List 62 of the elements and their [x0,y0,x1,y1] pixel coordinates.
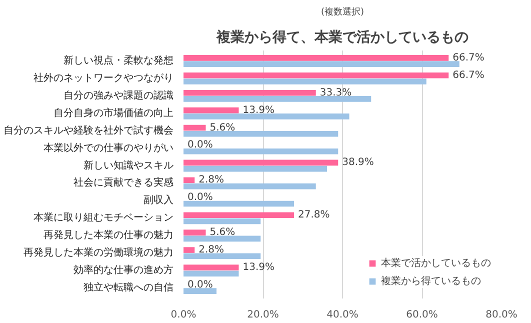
bar [184,160,338,166]
data-label: 13.9% [242,262,275,273]
bar [184,183,316,190]
x-tick-label: 80.0% [486,310,518,320]
bar [184,212,294,218]
x-tick-label: 40.0% [326,310,358,320]
data-label: 0.0% [188,192,213,204]
legend-label: 本業で活かしているもの [381,256,491,270]
bar [184,247,195,253]
bar [184,78,426,84]
x-tick-label: 20.0% [247,310,279,320]
data-label: 0.0% [188,140,213,151]
data-label: 66.7% [452,52,484,64]
y-tick-label: 自分の強みや課題の認識 [64,89,174,102]
data-label: 0.0% [188,279,213,290]
bar [184,124,206,131]
y-tick-label: 自分自身の市場価値の向上 [54,106,174,119]
bar [184,200,294,207]
y-tick-label: 再発見した本業の仕事の魅力 [44,229,174,242]
bar [184,230,206,236]
y-tick-label: 本業に取り組むモチベーション [34,212,174,224]
bar [184,177,195,184]
bar [184,270,239,277]
y-tick-label: 自分のスキルや経験を社外で試す機会 [4,124,174,136]
data-label: 27.8% [298,210,330,221]
bar [184,218,261,224]
bar [184,61,460,67]
data-label: 2.8% [198,174,224,186]
bar [184,130,338,137]
chart-subtitle: (複数選択) [320,6,364,18]
y-tick-label: 効率的な仕事の進め方 [74,264,174,276]
y-tick-label: 本業以外での仕事のやりがい [44,142,174,154]
data-label: 66.7% [452,70,484,81]
data-label: 33.3% [320,87,352,98]
data-label: 13.9% [242,104,275,116]
y-tick-label: 社外のネットワークやつながり [34,72,174,84]
bar [184,114,350,120]
bar [184,72,449,78]
bar [184,148,338,154]
bar [184,166,327,172]
bar [184,107,239,114]
bar [184,236,261,242]
chart-title: 複業から得て、本業で活かしているもの [216,28,468,46]
y-tick-label: 再発見した本業の労働環境の魅力 [24,246,174,259]
data-label: 5.6% [210,122,236,134]
bar [184,55,449,61]
y-tick-label: 新しい知識やスキル [84,159,174,172]
x-tick-label: 0.0% [170,310,196,320]
data-label: 2.8% [198,244,224,256]
data-label: 38.9% [342,157,374,168]
x-tick-label: 60.0% [406,310,438,320]
y-tick-label: 副収入 [144,194,174,206]
bar [184,253,261,260]
y-tick-label: 社会に貢献できる実感 [74,176,174,189]
legend-label: 複業から得ているもの [381,274,481,288]
y-tick-label: 新しい視点・柔軟な発想 [64,54,174,66]
bar [184,96,372,102]
data-label: 5.6% [210,227,236,238]
bar [184,264,239,270]
bar [184,90,316,96]
bar [184,288,216,294]
y-tick-label: 独立や転職への自信 [84,282,174,294]
